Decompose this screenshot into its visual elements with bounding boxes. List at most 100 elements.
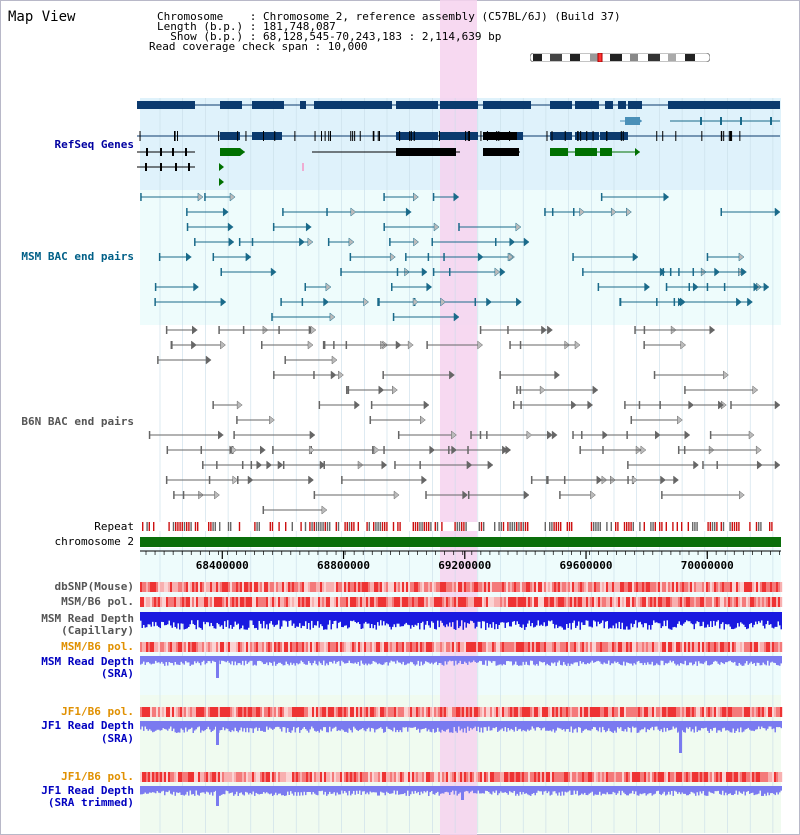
track-label-jf1-depth-trimmed[interactable]: JF1 Read Depth: [41, 784, 134, 797]
track-label-jf1-b6-pol[interactable]: JF1/B6 pol.: [61, 705, 134, 718]
msm-depth-capillary-bar: [513, 612, 515, 622]
dbsnp-heat: [250, 582, 253, 592]
jf1-b6-pol-heat: [324, 707, 327, 717]
jf1-depth-trimmed-bar: [308, 786, 310, 792]
track-label-repeat[interactable]: Repeat: [94, 520, 134, 533]
msm-b6-pol-heat-2: [146, 642, 149, 652]
jf1-depth-trimmed-bar: [255, 786, 257, 793]
jf1-b6-pol-heat: [280, 707, 283, 717]
track-label-refseq[interactable]: RefSeq Genes: [54, 138, 134, 151]
msm-depth-sra-bar: [503, 656, 505, 665]
msm-b6-pol-heat-2: [724, 642, 727, 652]
track-label-msm-depth-sra[interactable]: MSM Read Depth: [41, 655, 134, 668]
repeat-block: [509, 522, 511, 531]
jf1-b6-pol-heat: [516, 707, 519, 717]
jf1-b6-pol-heat: [442, 707, 445, 717]
msm-depth-sra-bar: [429, 656, 431, 664]
jf1-b6-pol-heat-2: [176, 772, 179, 782]
msm-b6-pol-heat: [342, 597, 345, 607]
msm-bac-pair-arrow: [363, 297, 369, 307]
repeat-block: [351, 522, 353, 531]
msm-depth-capillary-bar: [465, 612, 467, 628]
track-label-dbsnp[interactable]: dbSNP(Mouse): [54, 580, 134, 593]
msm-b6-pol-heat: [592, 597, 595, 607]
msm-depth-sra-bar: [593, 656, 595, 663]
jf1-b6-pol-heat: [316, 707, 319, 717]
jf1-depth-sra-bar: [645, 721, 647, 733]
msm-depth-capillary-bar: [539, 612, 541, 626]
msm-b6-pol-heat: [422, 597, 425, 607]
jf1-depth-sra-bar: [642, 721, 644, 730]
jf1-depth-sra-bar: [149, 721, 151, 730]
jf1-b6-pol-heat: [392, 707, 395, 717]
jf1-b6-pol-heat: [236, 707, 239, 717]
repeat-block: [692, 522, 694, 531]
dbsnp-heat: [538, 582, 541, 592]
track-label-b6n-bac[interactable]: B6N BAC end pairs: [21, 415, 134, 428]
track-label-msm-b6-pol-2[interactable]: MSM/B6 pol.: [61, 640, 134, 653]
dbsnp-heat: [514, 582, 517, 592]
jf1-depth-sra-bar: [239, 721, 241, 731]
track-label-jf1-depth-sra[interactable]: JF1 Read Depth: [41, 719, 134, 732]
msm-b6-pol-heat: [754, 597, 757, 607]
track-label-msm-depth-capillary[interactable]: MSM Read Depth: [41, 612, 134, 625]
track-label-msm-bac[interactable]: MSM BAC end pairs: [21, 250, 134, 263]
msm-depth-sra-bar: [167, 656, 169, 666]
msm-b6-pol-heat-2: [210, 642, 213, 652]
track-label-msm-b6-pol[interactable]: MSM/B6 pol.: [61, 595, 134, 608]
msm-b6-pol-heat-2: [274, 642, 277, 652]
msm-b6-pol-heat-2: [342, 642, 345, 652]
jf1-b6-pol-heat: [750, 707, 753, 717]
jf1-depth-sra-bar: [266, 721, 268, 727]
jf1-b6-pol-heat-2: [464, 772, 467, 782]
msm-depth-sra-bar: [219, 656, 221, 665]
jf1-depth-sra-bar: [456, 721, 458, 733]
jf1-depth-trimmed-bar: [479, 786, 481, 794]
jf1-depth-trimmed-bar: [488, 786, 490, 792]
jf1-depth-sra-bar: [509, 721, 511, 731]
jf1-b6-pol-heat: [172, 707, 175, 717]
jf1-b6-pol-heat: [150, 707, 153, 717]
jf1-depth-sra-bar: [300, 721, 302, 731]
repeat-block: [771, 522, 773, 531]
jf1-depth-trimmed-bar: [510, 786, 512, 793]
jf1-depth-trimmed-bar: [713, 786, 715, 794]
msm-b6-pol-heat-2: [644, 642, 647, 652]
msm-b6-pol-heat-2: [594, 642, 597, 652]
b6n-bac-pair-arrow: [526, 430, 533, 440]
dbsnp-heat: [268, 582, 271, 592]
jf1-depth-sra-bar: [660, 721, 662, 730]
jf1-depth-trimmed-bar: [449, 786, 451, 795]
jf1-depth-sra-bar: [173, 721, 175, 729]
jf1-b6-pol-heat: [510, 707, 513, 717]
msm-b6-pol-heat: [182, 597, 185, 607]
msm-b6-pol-heat-2: [530, 642, 533, 652]
jf1-depth-trimmed-bar: [422, 786, 424, 794]
msm-b6-pol-heat: [266, 597, 269, 607]
jf1-depth-trimmed-bar: [764, 786, 766, 794]
jf1-depth-trimmed-bar: [536, 786, 538, 793]
msm-depth-capillary-bar: [618, 612, 620, 622]
msm-depth-sra-bar: [750, 656, 752, 662]
msm-depth-sra-bar: [572, 656, 574, 665]
msm-depth-capillary-bar: [747, 612, 749, 629]
msm-b6-pol-heat-2: [196, 642, 199, 652]
track-label-jf1-b6-pol-2[interactable]: JF1/B6 pol.: [61, 770, 134, 783]
jf1-depth-sra-bar: [248, 721, 250, 733]
jf1-depth-trimmed-bar: [587, 786, 589, 796]
jf1-depth-sra-bar: [644, 721, 646, 728]
chromosome-ideogram[interactable]: [530, 53, 710, 62]
jf1-b6-pol-heat-2: [440, 772, 443, 782]
msm-depth-sra-bar: [380, 656, 382, 665]
jf1-depth-sra-bar: [407, 721, 409, 732]
msm-depth-sra-bar: [336, 656, 338, 662]
msm-b6-pol-heat: [174, 597, 177, 607]
dbsnp-heat: [382, 582, 385, 592]
jf1-depth-trimmed-bar: [735, 786, 737, 791]
msm-b6-pol-heat-2: [680, 642, 683, 652]
gene-exon: [770, 117, 772, 125]
msm-depth-capillary-bar: [368, 612, 370, 624]
track-label-chromosome[interactable]: chromosome 2: [54, 535, 134, 548]
msm-depth-sra-bar: [587, 656, 589, 663]
